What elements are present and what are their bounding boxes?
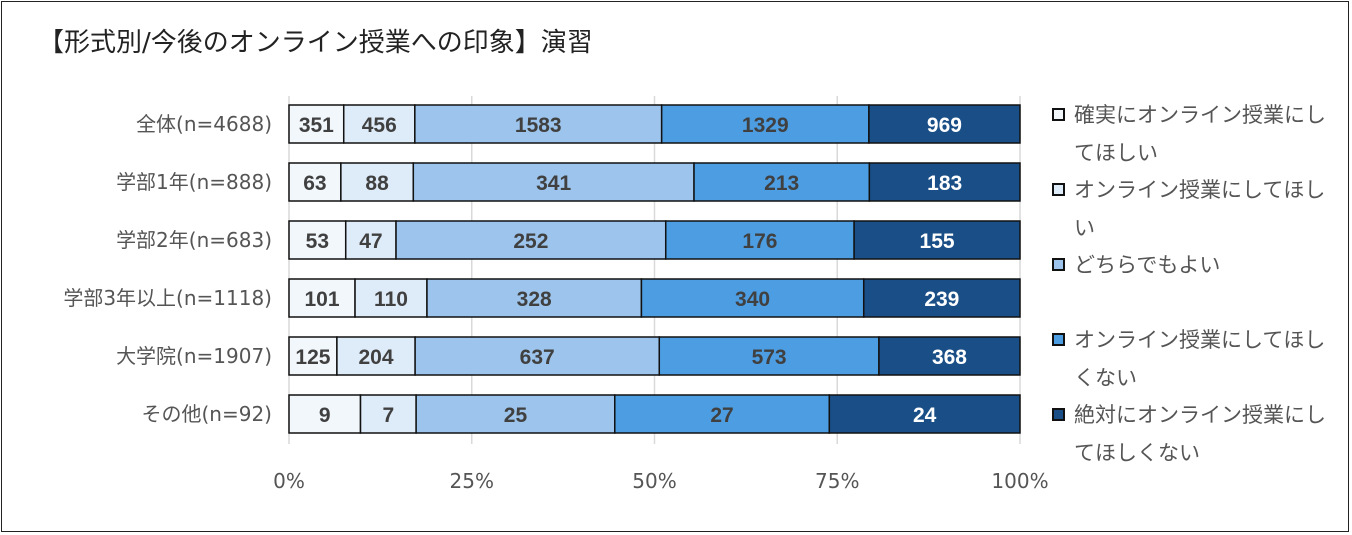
legend-item: オンライン授業にしてほしくない [1052, 321, 1334, 397]
chart-title: 【形式別/今後のオンライン授業への印象】演習 [38, 28, 593, 58]
data-label: 47 [359, 230, 382, 253]
data-label: 204 [358, 346, 393, 369]
data-label: 1329 [742, 114, 789, 137]
data-label: 125 [295, 346, 330, 369]
legend-item: どちらでもよい [1052, 246, 1334, 284]
data-label: 53 [306, 230, 329, 253]
data-label: 9 [319, 404, 331, 427]
x-tick-label: 50% [632, 469, 676, 493]
legend-swatch [1052, 258, 1065, 271]
bar-segment [658, 336, 880, 376]
legend-swatch [1052, 183, 1065, 196]
bar-segment [693, 162, 871, 202]
category-label: 大学院(n=1907) [116, 344, 272, 368]
data-label: 368 [932, 346, 967, 369]
bar-segment [614, 394, 831, 434]
bar-segment [868, 104, 1021, 144]
category-label: その他(n=92) [142, 402, 273, 426]
bar-segment [288, 278, 356, 318]
data-label: 110 [374, 288, 408, 311]
bar-segment [288, 104, 345, 144]
x-tick-label: 75% [815, 469, 859, 493]
category-label: 学部1年(n=888) [116, 170, 272, 194]
data-label: 183 [927, 172, 962, 195]
legend-label: オンライン授業にしてほしくない [1074, 328, 1326, 390]
bar-segment [412, 162, 695, 202]
x-tick-label: 100% [991, 469, 1048, 493]
bar-segment [340, 162, 415, 202]
legend-swatch [1052, 333, 1065, 346]
bar-segment [288, 220, 347, 260]
bar-segment [359, 394, 417, 434]
legend-item: オンライン授業にしてほしい [1052, 171, 1334, 247]
data-label: 63 [303, 172, 326, 195]
data-label: 88 [365, 172, 389, 195]
bar-segment [853, 220, 1021, 260]
data-label: 25 [504, 404, 528, 427]
legend-label: 絶対にオンライン授業にしてほしくない [1074, 403, 1326, 465]
bar-segment [414, 104, 663, 144]
data-label: 101 [304, 288, 339, 311]
bar-segment [828, 394, 1021, 434]
data-label: 176 [742, 230, 777, 253]
data-label: 340 [735, 288, 770, 311]
data-label: 24 [913, 404, 937, 427]
legend-label: 確実にオンライン授業にしてほしい [1074, 103, 1326, 165]
bar-segment [426, 278, 643, 318]
legend-item: 絶対にオンライン授業にしてほしくない [1052, 396, 1334, 472]
data-label: 7 [382, 404, 394, 427]
bar-segment [862, 278, 1021, 318]
data-label: 328 [517, 288, 552, 311]
bar-segment [414, 336, 661, 376]
data-label: 637 [520, 346, 555, 369]
bar-segment [660, 104, 870, 144]
data-label: 252 [513, 230, 548, 253]
data-label: 351 [299, 114, 334, 137]
x-tick-label: 0% [273, 469, 305, 493]
bar-segment [342, 104, 416, 144]
data-label: 573 [752, 346, 787, 369]
legend-swatch [1052, 408, 1065, 421]
data-label: 341 [536, 172, 571, 195]
category-label: 全体(n=4688) [136, 112, 272, 136]
data-label: 1583 [515, 114, 562, 137]
x-tick-label: 25% [450, 469, 494, 493]
bar-segment [354, 278, 428, 318]
legend-label: どちらでもよい [1074, 253, 1221, 277]
legend-swatch [1052, 108, 1065, 121]
bar-segment [868, 162, 1021, 202]
category-label: 学部2年(n=683) [116, 228, 272, 252]
data-label: 239 [924, 288, 959, 311]
legend-item: 確実にオンライン授業にしてほしい [1052, 96, 1334, 172]
bar-segment [878, 336, 1021, 376]
data-label: 213 [764, 172, 799, 195]
data-label: 155 [920, 230, 955, 253]
data-label: 27 [710, 404, 733, 427]
bar-segment [288, 336, 338, 376]
data-label: 969 [927, 114, 962, 137]
bar-segment [336, 336, 416, 376]
category-label: 学部3年以上(n=1118) [63, 286, 272, 310]
data-label: 456 [362, 114, 397, 137]
legend-label: オンライン授業にしてほしい [1074, 178, 1326, 240]
bar-segment [664, 220, 855, 260]
